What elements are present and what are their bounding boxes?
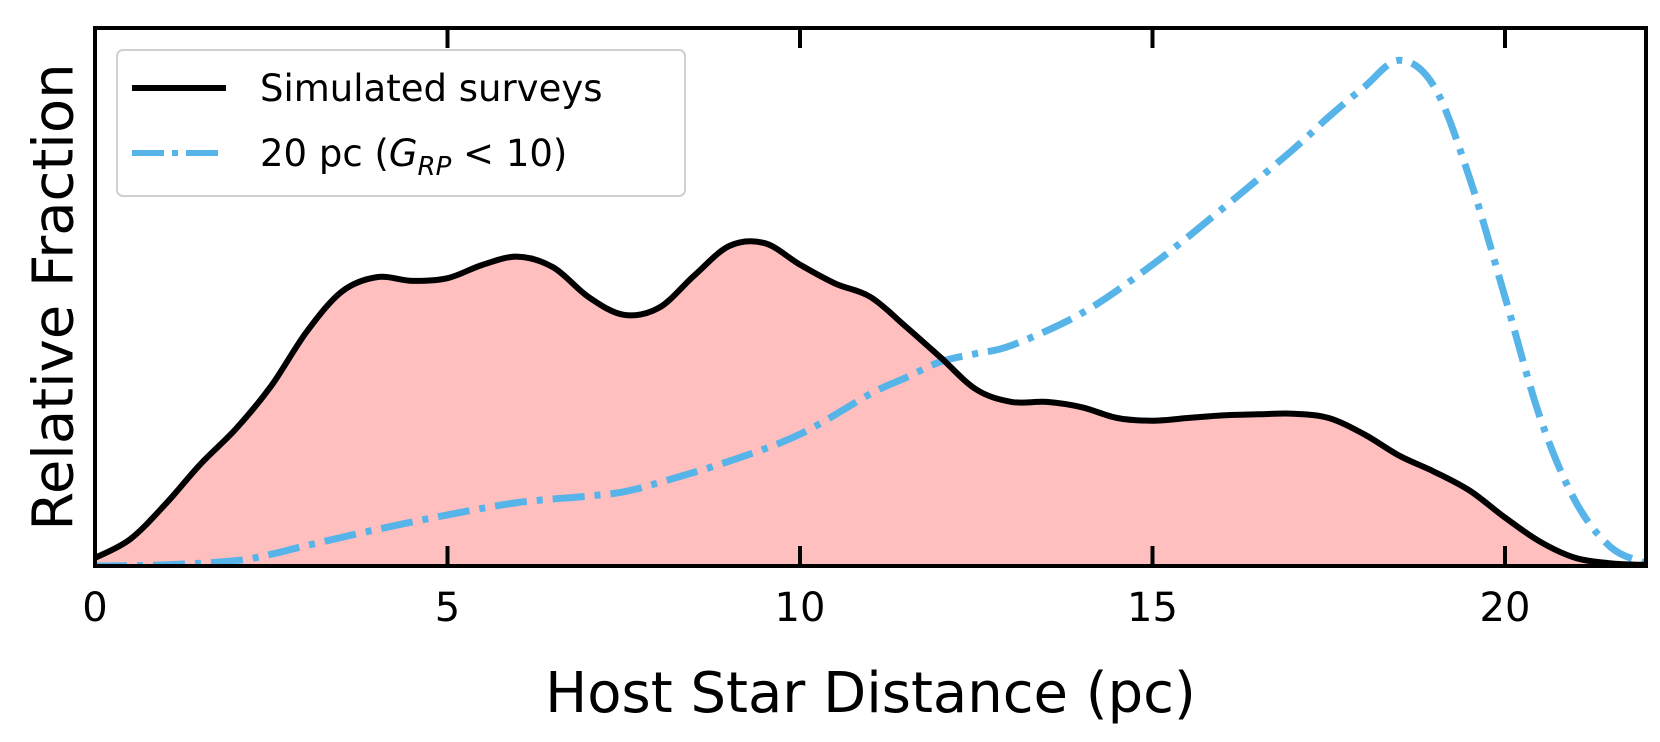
legend-box — [116, 49, 686, 197]
x-axis-label: Host Star Distance (pc) — [545, 661, 1196, 726]
series-line-simulated-surveys — [95, 238, 1646, 566]
x-tick-label: 5 — [435, 585, 460, 631]
legend: Simulated surveys 20 pc (GRP < 10) — [116, 49, 686, 197]
y-axis-label: Relative Fraction — [22, 63, 87, 530]
legend-label-simulated-surveys: Simulated surveys — [260, 67, 603, 110]
plot-area — [95, 56, 1646, 566]
axes-frame — [93, 26, 1648, 568]
x-tick-label: 10 — [775, 585, 826, 631]
axes-border — [93, 26, 1648, 568]
x-tick-label: 15 — [1127, 585, 1178, 631]
x-tick-label: 20 — [1480, 585, 1531, 631]
legend-label-20pc: 20 pc (GRP < 10) — [260, 132, 567, 182]
x-tick-label: 0 — [82, 585, 107, 631]
x-ticks: 0 5 10 15 20 — [82, 28, 1530, 631]
series-line-20pc — [95, 56, 1646, 566]
simulated-surveys-fill — [95, 241, 1646, 566]
